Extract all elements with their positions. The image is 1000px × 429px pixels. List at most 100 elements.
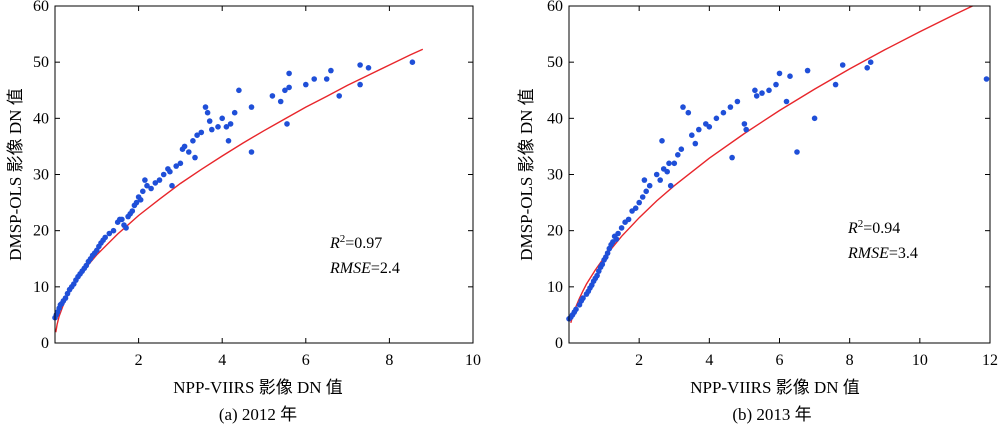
data-point (783, 98, 790, 105)
y-tick-label: 20 (33, 223, 49, 240)
data-point (753, 93, 760, 99)
data-point (641, 177, 648, 183)
data-point (248, 149, 255, 155)
y-tick-label: 50 (547, 54, 563, 71)
data-point (227, 121, 234, 127)
plot-frame (568, 5, 991, 344)
y-tick-label: 0 (41, 335, 49, 352)
data-point (773, 81, 779, 88)
x-tick-label: 10 (912, 352, 928, 369)
data-point (129, 208, 136, 214)
data-point (696, 126, 702, 133)
data-point (811, 115, 818, 122)
data-point (365, 65, 372, 71)
data-point (832, 81, 839, 88)
x-tick-label: 2 (635, 352, 643, 369)
data-point (323, 76, 330, 82)
data-point (983, 76, 990, 82)
scatter-points (566, 59, 990, 322)
data-point (657, 177, 663, 183)
y-tick-label: 10 (33, 279, 49, 296)
data-point (110, 227, 117, 234)
data-point (689, 132, 695, 138)
x-tick-label: 8 (846, 352, 854, 369)
data-point (284, 121, 290, 127)
data-point (741, 121, 748, 127)
data-point (727, 104, 734, 110)
data-point (177, 160, 184, 167)
data-point (328, 67, 334, 74)
data-point (573, 306, 579, 313)
data-point (409, 59, 416, 65)
data-point (599, 261, 606, 268)
data-point (680, 104, 686, 110)
x-tick-label: 4 (218, 352, 226, 369)
chart-caption: (b) 2013 年 (732, 405, 811, 424)
data-point (675, 152, 681, 158)
data-point (137, 197, 144, 203)
r2-annotation: R2=0.94 (847, 218, 900, 237)
r2-annotation: R2=0.97 (329, 233, 382, 252)
data-point (713, 115, 720, 122)
data-point (618, 225, 625, 231)
data-point (156, 177, 163, 183)
data-point (357, 81, 363, 88)
rmse-symbol: RMSE (329, 260, 371, 277)
data-point (604, 250, 611, 256)
data-point (106, 230, 113, 237)
x-tick-label: 8 (385, 352, 393, 369)
data-point (123, 225, 129, 231)
data-point (664, 168, 670, 175)
rmse-value: =2.4 (371, 260, 400, 277)
data-point (219, 115, 225, 122)
r2-value: =0.97 (345, 235, 382, 252)
data-point (336, 93, 343, 99)
y-tick-label: 50 (33, 54, 49, 71)
rmse-annotation: RMSE=3.4 (847, 245, 918, 262)
data-point (62, 295, 69, 301)
y-axis-title: DMSP-OLS 影像 DN 值 (517, 88, 536, 260)
data-point (643, 188, 649, 195)
data-point (729, 154, 735, 161)
data-point (215, 124, 221, 130)
data-point (594, 272, 600, 279)
data-point (303, 81, 309, 88)
data-point (119, 216, 125, 223)
r2-symbol: R (847, 220, 858, 237)
chart-b: 0 10 20 30 40 50 60 2 4 6 8 10 12 NPP-VIIRS 影像 DN 值 DM… (517, 0, 998, 424)
x-tick-label: 10 (465, 352, 481, 369)
r2-symbol: R (329, 235, 340, 252)
data-point (181, 143, 188, 150)
x-tick-label: 2 (135, 352, 143, 369)
data-point (248, 104, 255, 110)
data-point (209, 126, 215, 133)
data-point (202, 104, 209, 110)
data-point (231, 109, 238, 116)
data-point (167, 168, 173, 175)
data-point (743, 126, 749, 133)
x-axis-title: NPP-VIIRS 影像 DN 值 (690, 378, 860, 397)
data-point (192, 154, 198, 161)
data-point (190, 138, 196, 144)
data-point (286, 70, 292, 77)
data-point (794, 149, 800, 155)
fit-curve (570, 5, 973, 323)
x-tick-label: 4 (705, 352, 713, 369)
data-point (659, 138, 665, 144)
plot-frame (54, 5, 474, 344)
data-point (692, 140, 699, 147)
chart-a: 0 10 20 30 40 50 60 2 4 6 8 10 NPP-VIIRS 影像 DN 值 DMSP… (6, 0, 481, 424)
data-point (173, 163, 179, 169)
data-point (653, 171, 660, 178)
data-point (752, 87, 758, 94)
data-point (223, 124, 230, 130)
data-point (666, 160, 672, 167)
data-point (639, 194, 646, 200)
data-point (706, 124, 713, 130)
y-tick-label: 60 (33, 0, 49, 15)
data-point (169, 182, 175, 189)
data-point (776, 70, 783, 77)
data-point (636, 199, 642, 206)
scatter-points (52, 59, 416, 321)
